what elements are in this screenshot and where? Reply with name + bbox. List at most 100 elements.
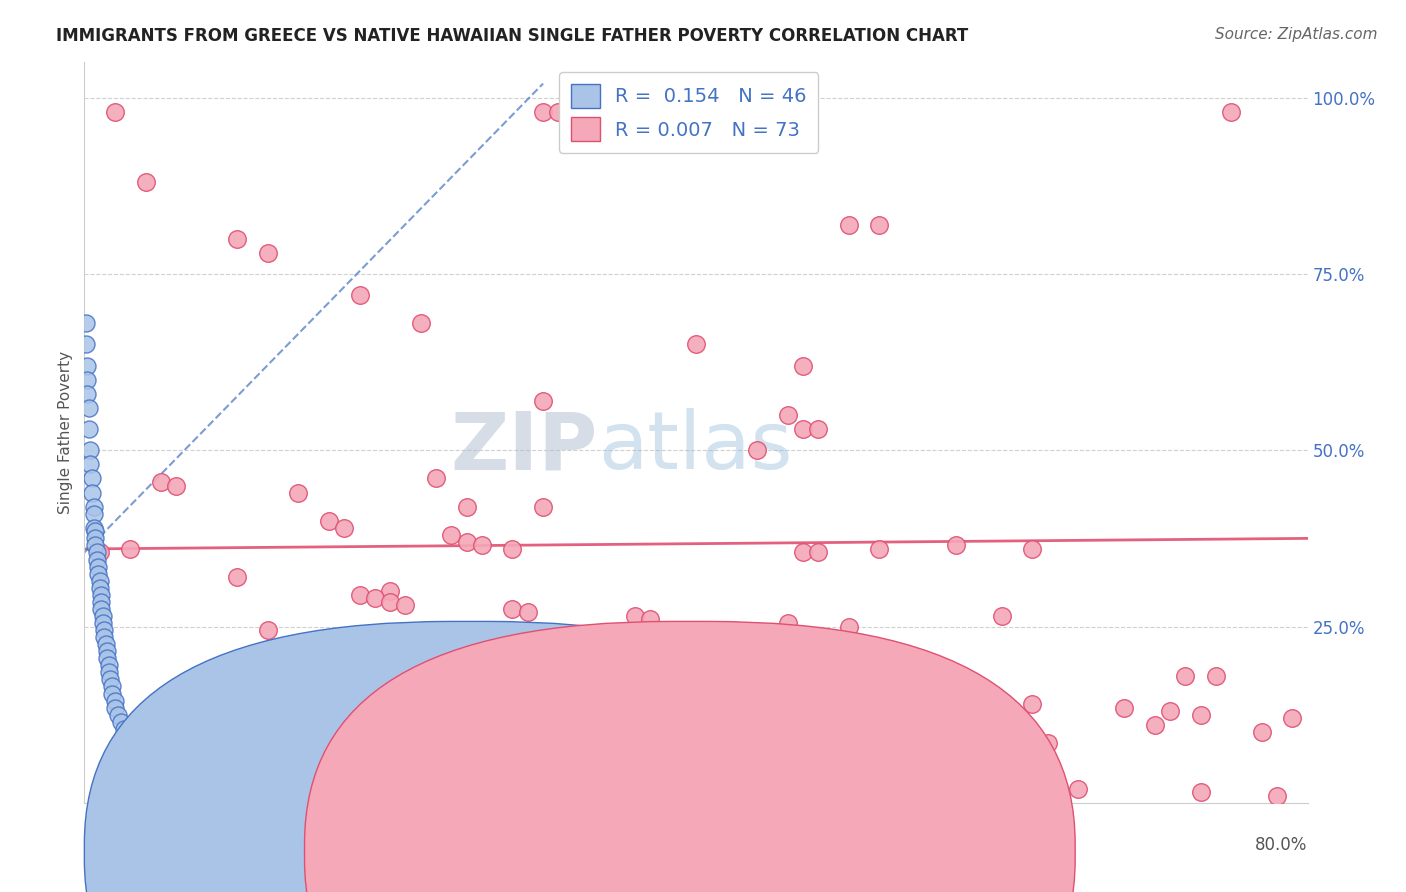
Point bbox=[502, 602, 524, 616]
Point bbox=[226, 232, 249, 246]
FancyBboxPatch shape bbox=[84, 622, 855, 892]
Point bbox=[1189, 707, 1212, 722]
Point bbox=[80, 471, 103, 485]
Point bbox=[101, 686, 124, 700]
Point bbox=[838, 218, 860, 232]
Point bbox=[287, 485, 309, 500]
Point bbox=[97, 665, 120, 680]
Point bbox=[84, 524, 107, 539]
Point bbox=[87, 559, 110, 574]
Point bbox=[96, 644, 118, 658]
Point bbox=[807, 422, 830, 436]
Text: Native Hawaiians: Native Hawaiians bbox=[714, 844, 846, 858]
Point bbox=[86, 545, 108, 559]
Point bbox=[700, 711, 723, 725]
Point bbox=[425, 471, 447, 485]
Point bbox=[75, 337, 97, 351]
Point bbox=[115, 732, 138, 747]
Point bbox=[135, 175, 157, 189]
Text: ZIP: ZIP bbox=[451, 409, 598, 486]
Point bbox=[86, 552, 108, 566]
Point bbox=[90, 602, 112, 616]
Point bbox=[333, 521, 356, 535]
Point bbox=[349, 588, 371, 602]
Point bbox=[531, 500, 554, 514]
Point bbox=[792, 422, 814, 436]
Point bbox=[776, 408, 799, 422]
Point bbox=[89, 545, 111, 559]
Point bbox=[98, 673, 121, 687]
Point bbox=[1265, 789, 1288, 803]
Point bbox=[1205, 669, 1227, 683]
Point bbox=[838, 619, 860, 633]
Point bbox=[380, 584, 402, 599]
Point bbox=[83, 500, 105, 514]
Point bbox=[77, 401, 100, 415]
Point bbox=[349, 288, 371, 302]
Point bbox=[409, 316, 432, 330]
Point bbox=[1174, 669, 1197, 683]
Point bbox=[96, 651, 118, 665]
Point bbox=[107, 707, 129, 722]
Point bbox=[83, 507, 105, 521]
Point bbox=[1021, 778, 1043, 792]
Point bbox=[531, 104, 554, 119]
Point bbox=[502, 541, 524, 556]
Point bbox=[80, 485, 103, 500]
Point bbox=[104, 693, 127, 707]
Point bbox=[149, 475, 172, 489]
Point bbox=[1220, 104, 1243, 119]
Point bbox=[914, 739, 936, 754]
Point bbox=[1143, 718, 1166, 732]
Text: Immigrants from Greece: Immigrants from Greece bbox=[494, 844, 682, 858]
Point bbox=[685, 337, 707, 351]
Point bbox=[1281, 711, 1303, 725]
Point bbox=[456, 630, 478, 644]
Legend: R =  0.154   N = 46, R = 0.007   N = 73: R = 0.154 N = 46, R = 0.007 N = 73 bbox=[560, 72, 818, 153]
Point bbox=[93, 630, 115, 644]
Point bbox=[91, 609, 114, 624]
Point bbox=[960, 732, 983, 747]
Point bbox=[79, 443, 101, 458]
Point bbox=[394, 599, 416, 613]
Point bbox=[1021, 541, 1043, 556]
Point bbox=[120, 747, 142, 761]
Point bbox=[1189, 785, 1212, 799]
Point bbox=[471, 633, 494, 648]
Point bbox=[638, 612, 661, 626]
Point bbox=[776, 615, 799, 630]
Point bbox=[76, 387, 98, 401]
Point bbox=[76, 373, 98, 387]
Point bbox=[84, 532, 107, 546]
Point bbox=[91, 615, 114, 630]
Point bbox=[792, 545, 814, 559]
Text: atlas: atlas bbox=[598, 409, 793, 486]
Point bbox=[79, 458, 101, 472]
Point bbox=[89, 581, 111, 595]
Point bbox=[195, 683, 218, 698]
Point bbox=[945, 538, 967, 552]
Point bbox=[1021, 697, 1043, 711]
Text: Source: ZipAtlas.com: Source: ZipAtlas.com bbox=[1215, 27, 1378, 42]
Point bbox=[120, 541, 142, 556]
Point bbox=[869, 541, 891, 556]
Point bbox=[75, 316, 97, 330]
Point bbox=[1036, 736, 1059, 750]
Point bbox=[471, 538, 494, 552]
Point bbox=[1159, 704, 1181, 718]
Text: 80.0%: 80.0% bbox=[1256, 836, 1308, 855]
Point bbox=[90, 588, 112, 602]
Point bbox=[127, 760, 149, 774]
Point bbox=[76, 359, 98, 373]
Point bbox=[1067, 781, 1090, 796]
Point bbox=[747, 443, 769, 458]
Point bbox=[97, 658, 120, 673]
Point bbox=[440, 528, 463, 542]
Point bbox=[226, 570, 249, 584]
Point bbox=[112, 722, 135, 736]
Point bbox=[364, 591, 387, 606]
Point bbox=[104, 104, 127, 119]
Point bbox=[547, 104, 569, 119]
Point bbox=[624, 609, 647, 624]
Point bbox=[94, 637, 117, 651]
